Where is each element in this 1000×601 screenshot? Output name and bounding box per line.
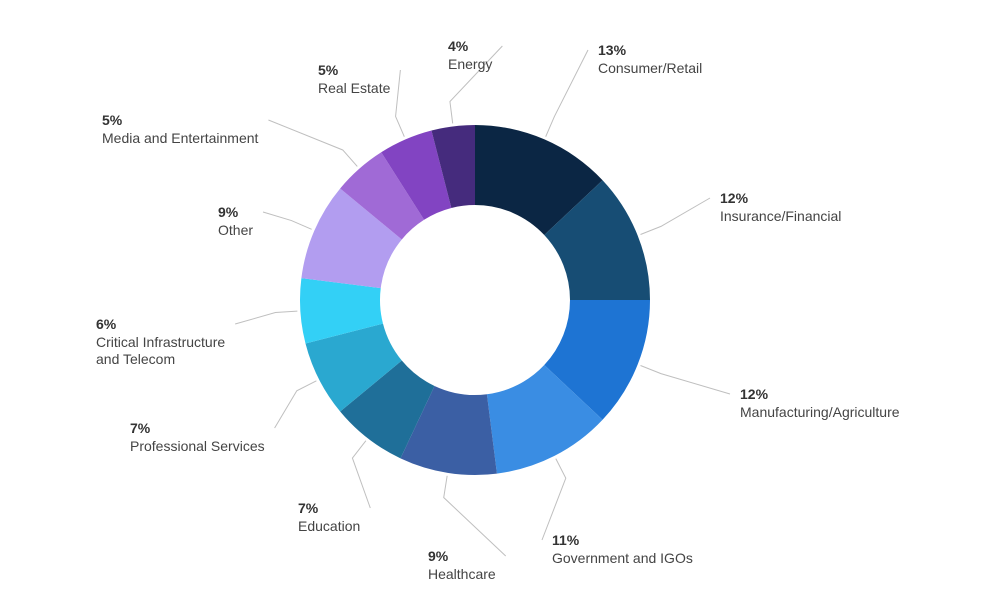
slice-name: Education <box>298 518 360 536</box>
slice-percent: 7% <box>298 500 360 518</box>
slice-name: Other <box>218 222 253 240</box>
leader-line <box>275 381 317 428</box>
leader-line <box>352 441 370 508</box>
slice-label: 9%Other <box>218 204 253 239</box>
slice-label: 9%Healthcare <box>428 548 496 583</box>
slice-label: 7%Education <box>298 500 360 535</box>
slice-percent: 12% <box>740 386 900 404</box>
slice-label: 5%Media and Entertainment <box>102 112 258 147</box>
slice-percent: 11% <box>552 532 693 550</box>
slice-label: 6%Critical Infrastructureand Telecom <box>96 316 225 369</box>
slice-percent: 13% <box>598 42 702 60</box>
donut-chart: 13%Consumer/Retail12%Insurance/Financial… <box>0 0 1000 601</box>
slice-name: Healthcare <box>428 566 496 584</box>
leader-line <box>263 212 312 229</box>
slice-percent: 12% <box>720 190 841 208</box>
slice-name: Professional Services <box>130 438 265 456</box>
leader-line <box>546 50 588 137</box>
slice-name: Consumer/Retail <box>598 60 702 78</box>
slice-label: 4%Energy <box>448 38 492 73</box>
slice-label: 11%Government and IGOs <box>552 532 693 567</box>
slice-label: 7%Professional Services <box>130 420 265 455</box>
slice-label: 12%Manufacturing/Agriculture <box>740 386 900 421</box>
slice-label: 12%Insurance/Financial <box>720 190 841 225</box>
leader-line <box>396 70 405 137</box>
leader-line <box>641 198 710 234</box>
slice-percent: 9% <box>218 204 253 222</box>
slice-percent: 4% <box>448 38 492 56</box>
donut-svg <box>0 0 1000 601</box>
slice-label: 13%Consumer/Retail <box>598 42 702 77</box>
slice-percent: 9% <box>428 548 496 566</box>
slice-name: Government and IGOs <box>552 550 693 568</box>
slice-name: Critical Infrastructureand Telecom <box>96 334 225 369</box>
slice-percent: 5% <box>102 112 258 130</box>
slice-name: Real Estate <box>318 80 390 98</box>
slice-percent: 6% <box>96 316 225 334</box>
slice-name: Energy <box>448 56 492 74</box>
slice-percent: 7% <box>130 420 265 438</box>
slice-name: Media and Entertainment <box>102 130 258 148</box>
leader-line <box>542 459 566 540</box>
leader-line <box>444 476 506 556</box>
slice-percent: 5% <box>318 62 390 80</box>
leader-line <box>235 311 297 324</box>
leader-line <box>268 120 357 166</box>
slice-name: Insurance/Financial <box>720 208 841 226</box>
slice-label: 5%Real Estate <box>318 62 390 97</box>
slice-name: Manufacturing/Agriculture <box>740 404 900 422</box>
leader-line <box>641 366 730 394</box>
